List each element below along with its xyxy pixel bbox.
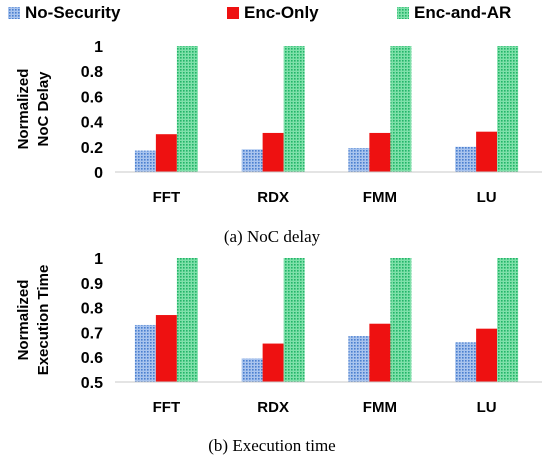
bars [134,258,519,382]
x-category-label: LU [477,189,497,206]
legend-swatch-no-security [8,7,20,19]
legend-item-enc-and-ar: Enc-and-AR [397,3,511,22]
bar-no-security-lu [455,342,477,382]
y-tick-label: 0.8 [81,64,103,81]
y-tick-label: 0 [94,165,103,182]
legend-label-no-security: No-Security [25,3,121,22]
category-labels: FFT RDX FMM LU [153,189,497,206]
y-tick-label: 0.6 [81,350,103,367]
bar-enc-and-ar-rdx [283,258,305,382]
caption-b: (b) Execution time [208,436,335,455]
x-category-label: FMM [363,189,397,206]
x-category-label: RDX [257,189,289,206]
legend-label-enc-and-ar: Enc-and-AR [414,3,511,22]
bar-no-security-fft [134,150,156,172]
legend-item-enc-only: Enc-Only [227,3,319,22]
ylabel-line-1: Normalized [15,280,32,361]
bar-no-security-lu [455,146,477,172]
bar-enc-and-ar-fft [176,46,198,172]
legend-swatch-enc-only [227,7,239,19]
y-tick-label: 0.6 [81,89,103,106]
legend-label-enc-only: Enc-Only [244,3,319,22]
bar-enc-and-ar-rdx [283,46,305,172]
chart-execution-time: Normalized Execution Time 0.50.60.70.80.… [15,251,542,455]
bar-enc-only-rdx [262,132,284,172]
ylabel-line-2: NoC Delay [35,71,52,147]
y-tick-label: 1 [94,39,103,56]
y-tick-label: 0.7 [81,325,103,342]
y-axis-ticks: 0 0.2 0.4 0.6 0.8 1 [81,39,103,182]
chart-noc-delay: Normalized NoC Delay 0 0.2 0.4 0.6 0.8 1 FFT R… [15,39,542,246]
bar-enc-and-ar-fmm [390,258,412,382]
bar-enc-and-ar-fft [176,258,198,382]
bar-no-security-fft [134,324,156,382]
bar-no-security-rdx [241,149,263,172]
legend-item-no-security: No-Security [8,3,121,22]
x-category-label: FMM [363,399,397,416]
legend: No-Security Enc-Only Enc-and-AR [8,3,511,22]
x-category-label: LU [477,399,497,416]
x-category-label: FFT [153,399,181,416]
y-tick-label: 0.4 [81,115,103,132]
legend-swatch-enc-and-ar [397,7,409,19]
y-axis-ticks: 0.5 0.6 0.7 0.8 0.9 1 [81,251,103,392]
ylabel-line-1: Normalized [15,69,32,150]
bar-no-security-fmm [348,336,370,382]
y-tick-label: 0.5 [81,375,103,392]
bar-enc-only-fmm [369,323,391,382]
bar-enc-only-fft [155,134,177,172]
bar-no-security-rdx [241,358,263,382]
bar-enc-only-fmm [369,132,391,172]
bar-enc-and-ar-lu [497,46,519,172]
bar-enc-only-lu [476,131,498,172]
y-tick-label: 0.9 [81,276,103,293]
bar-enc-only-lu [476,328,498,382]
bar-no-security-fmm [348,148,370,172]
y-tick-label: 0.8 [81,301,103,318]
caption-a: (a) NoC delay [224,227,321,246]
x-category-label: RDX [257,399,289,416]
bar-enc-and-ar-lu [497,258,519,382]
category-labels: FFT RDX FMM LU [153,399,497,416]
y-tick-label: 0.2 [81,140,103,157]
bar-enc-and-ar-fmm [390,46,412,172]
x-category-label: FFT [153,189,181,206]
y-tick-label: 1 [94,251,103,268]
bars [134,46,519,172]
bar-enc-only-fft [155,315,177,382]
bar-enc-only-rdx [262,343,284,382]
ylabel-line-2: Execution Time [35,265,52,376]
